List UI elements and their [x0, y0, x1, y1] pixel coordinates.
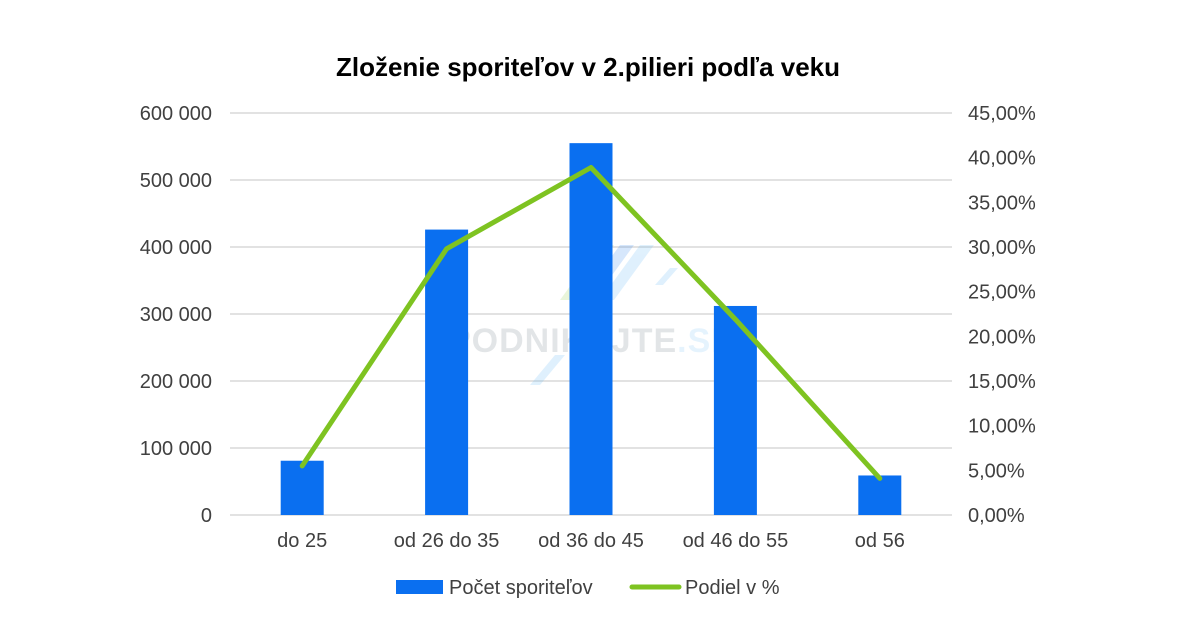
legend-line-label: Podiel v %: [685, 577, 780, 599]
legend-bar-swatch: [396, 580, 443, 594]
right-axis-tick-label: 0,00%: [968, 505, 1025, 527]
right-axis-tick-label: 35,00%: [968, 192, 1036, 214]
right-axis-ticks: 0,00% 5,00% 10,00% 15,00% 20,00% 25,00% 30,00%…: [968, 103, 1036, 527]
x-axis-tick-label: od 46 do 55: [683, 530, 789, 552]
x-axis-ticks: do 25 od 26 do 35 od 36 do 45 od 46 do 55 od…: [277, 530, 905, 552]
right-axis-tick-label: 20,00%: [968, 326, 1036, 348]
bar: [858, 475, 902, 515]
bar: [713, 305, 757, 515]
legend-bar-label: Počet sporiteľov: [449, 577, 593, 599]
x-axis-tick-label: od 26 do 35: [394, 530, 500, 552]
left-axis-tick-label: 0: [201, 505, 212, 527]
line-point: [734, 318, 736, 320]
bar: [280, 460, 324, 515]
left-axis-tick-label: 300 000: [140, 304, 212, 326]
left-axis-ticks: 0 100 000 200 000 300 000 400 000 500 000 600 …: [140, 103, 212, 527]
line-point: [590, 166, 592, 168]
right-axis-tick-label: 25,00%: [968, 282, 1036, 304]
legend: Počet sporiteľov Podiel v %: [396, 577, 780, 599]
line-point: [446, 248, 448, 250]
right-axis-tick-label: 10,00%: [968, 416, 1036, 438]
bar: [569, 143, 613, 515]
x-axis-tick-label: do 25: [277, 530, 327, 552]
right-axis-tick-label: 5,00%: [968, 460, 1025, 482]
line-point: [879, 477, 881, 479]
right-axis-tick-label: 15,00%: [968, 371, 1036, 393]
left-axis-tick-label: 500 000: [140, 170, 212, 192]
left-axis-tick-label: 600 000: [140, 103, 212, 125]
x-axis-tick-label: od 56: [855, 530, 905, 552]
right-axis-tick-label: 30,00%: [968, 237, 1036, 259]
left-axis-tick-label: 100 000: [140, 438, 212, 460]
right-axis-tick-label: 40,00%: [968, 148, 1036, 170]
x-axis-tick-label: od 36 do 45: [538, 530, 644, 552]
chart-title: Zloženie sporiteľov v 2.pilieri podľa ve…: [336, 52, 840, 82]
left-axis-tick-label: 400 000: [140, 237, 212, 259]
line-series: [299, 164, 883, 481]
bar-series: [280, 143, 902, 515]
right-axis-tick-label: 45,00%: [968, 103, 1036, 125]
left-axis-tick-label: 200 000: [140, 371, 212, 393]
line-point: [301, 465, 303, 467]
bar: [425, 229, 469, 515]
